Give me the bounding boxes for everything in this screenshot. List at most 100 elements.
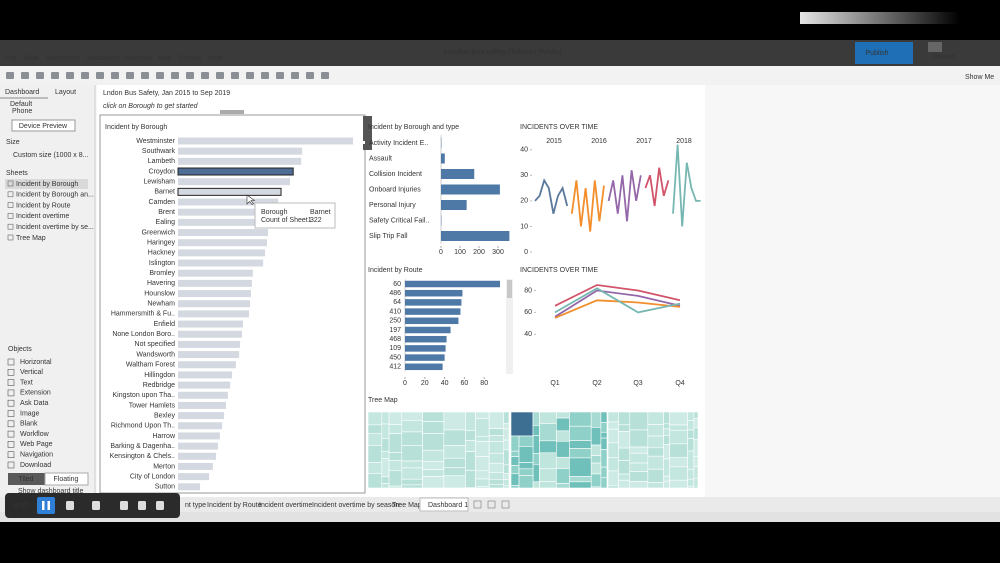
toolbar-icon[interactable]	[96, 72, 104, 79]
type_chart-label[interactable]: Personal Injury	[369, 202, 416, 209]
treemap-cell[interactable]	[465, 440, 476, 452]
treemap-cell[interactable]	[569, 481, 592, 489]
treemap-cell[interactable]	[663, 434, 670, 445]
treemap-cell[interactable]	[693, 418, 699, 429]
object-item[interactable]: Vertical	[20, 369, 43, 376]
control-icon[interactable]	[156, 501, 164, 510]
route_chart-bar[interactable]	[405, 326, 451, 334]
treemap-cell[interactable]	[367, 462, 383, 474]
toolbar-icon[interactable]	[171, 72, 179, 79]
device-preview-button[interactable]	[11, 119, 76, 132]
object-item[interactable]: Blank	[20, 421, 38, 428]
borough-label[interactable]: Brent	[158, 209, 175, 216]
treemap-cell[interactable]	[518, 446, 534, 463]
route_chart-bar[interactable]	[405, 345, 446, 352]
treemap-cell[interactable]	[569, 411, 592, 427]
treemap-cell[interactable]	[539, 481, 557, 489]
borough-bar[interactable]	[178, 422, 223, 430]
treemap-cell[interactable]	[569, 457, 592, 477]
treemap-cell[interactable]	[693, 438, 699, 458]
floating-button[interactable]	[44, 472, 89, 486]
borough-label[interactable]: Barking & Dagenha..	[110, 443, 175, 450]
borough-bar[interactable]	[178, 259, 264, 267]
borough-bar[interactable]	[178, 452, 217, 460]
treemap-cell[interactable]	[618, 479, 631, 489]
treemap-cell[interactable]	[503, 479, 510, 487]
treemap-cell[interactable]	[401, 460, 423, 469]
treemap-cell[interactable]	[600, 449, 608, 468]
treemap-cell[interactable]	[569, 440, 592, 449]
series-line[interactable]	[534, 178, 569, 214]
treemap-cell[interactable]	[556, 417, 570, 432]
treemap-cell[interactable]	[590, 427, 602, 446]
tiled-button[interactable]	[8, 473, 45, 485]
treemap-cell[interactable]	[590, 444, 602, 456]
treemap-cell[interactable]	[465, 470, 476, 488]
treemap-cell[interactable]	[381, 438, 390, 452]
sheet-item[interactable]: Incident by Borough	[16, 181, 78, 188]
treemap-cell[interactable]	[518, 462, 534, 470]
sheet-tab[interactable]: Incident overtime by season	[312, 502, 399, 509]
route_chart-bar[interactable]	[405, 317, 459, 325]
treemap-cell[interactable]	[629, 411, 649, 431]
treemap-cell[interactable]	[503, 428, 510, 441]
treemap-cell[interactable]	[422, 433, 445, 451]
treemap-cell[interactable]	[465, 451, 476, 471]
borough-bar[interactable]	[178, 157, 302, 165]
menu-item[interactable]: File	[5, 55, 16, 62]
treemap-cell[interactable]	[687, 429, 695, 439]
treemap-cell[interactable]	[367, 424, 383, 434]
treemap-cell[interactable]	[647, 424, 664, 437]
treemap-cell[interactable]	[539, 452, 557, 470]
borough-label[interactable]: Bromley	[149, 270, 175, 277]
treemap-cell[interactable]	[510, 435, 520, 452]
treemap-cell[interactable]	[607, 457, 619, 472]
treemap-cell[interactable]	[488, 462, 505, 473]
borough-bar[interactable]	[178, 208, 272, 216]
treemap-cell[interactable]	[590, 486, 602, 489]
treemap-cell[interactable]	[443, 475, 466, 489]
menu-item[interactable]: Worksheet	[46, 55, 79, 62]
treemap-cell[interactable]	[556, 456, 570, 469]
treemap-cell[interactable]	[381, 476, 390, 484]
object-item[interactable]: Navigation	[20, 452, 53, 459]
sheet-item[interactable]: Incident by Route	[16, 202, 71, 209]
toolbar-icon[interactable]	[201, 72, 209, 79]
scrollbar-thumb[interactable]	[507, 280, 512, 298]
treemap-cell[interactable]	[443, 457, 466, 469]
treemap-cell[interactable]	[518, 435, 534, 447]
treemap-cell[interactable]	[422, 449, 445, 462]
treemap-cell[interactable]	[381, 411, 390, 425]
control-icon[interactable]	[92, 501, 100, 510]
borough-bar[interactable]	[178, 330, 242, 338]
sheet-tab[interactable]: nt type	[185, 502, 206, 509]
borough-label[interactable]: Lambeth	[148, 158, 175, 165]
treemap-cell[interactable]	[510, 473, 520, 486]
type_chart-label[interactable]: Collision Incident	[369, 171, 422, 178]
treemap-cell[interactable]	[693, 477, 699, 489]
menu-item[interactable]: Analysis	[125, 55, 152, 62]
toolbar-icon[interactable]	[51, 72, 59, 79]
treemap-cell[interactable]	[618, 460, 631, 475]
route_chart-bar[interactable]	[405, 363, 443, 371]
toolbar-icon[interactable]	[321, 72, 329, 79]
borough-bar[interactable]	[178, 178, 290, 186]
treemap-cell[interactable]	[518, 468, 534, 476]
borough-label[interactable]: Harrow	[152, 433, 176, 440]
treemap-cell[interactable]	[443, 429, 466, 446]
series-line[interactable]	[672, 144, 701, 227]
layout-mode[interactable]: Floating	[54, 476, 79, 483]
treemap-cell[interactable]	[629, 429, 649, 448]
treemap-cell[interactable]	[663, 423, 670, 430]
sheet-controls[interactable]	[363, 116, 372, 150]
sheet-item[interactable]: Tree Map	[16, 235, 46, 242]
toolbar-icon[interactable]	[141, 72, 149, 79]
route_chart-label[interactable]: 412	[389, 364, 401, 371]
borough-label[interactable]: Greenwich	[142, 229, 176, 236]
treemap-cell[interactable]	[381, 458, 390, 478]
treemap-cell[interactable]	[663, 411, 670, 425]
treemap-cell[interactable]	[647, 468, 664, 483]
series-line[interactable]	[554, 287, 681, 314]
control-icon[interactable]	[138, 501, 146, 510]
borough-bar[interactable]	[177, 187, 282, 196]
